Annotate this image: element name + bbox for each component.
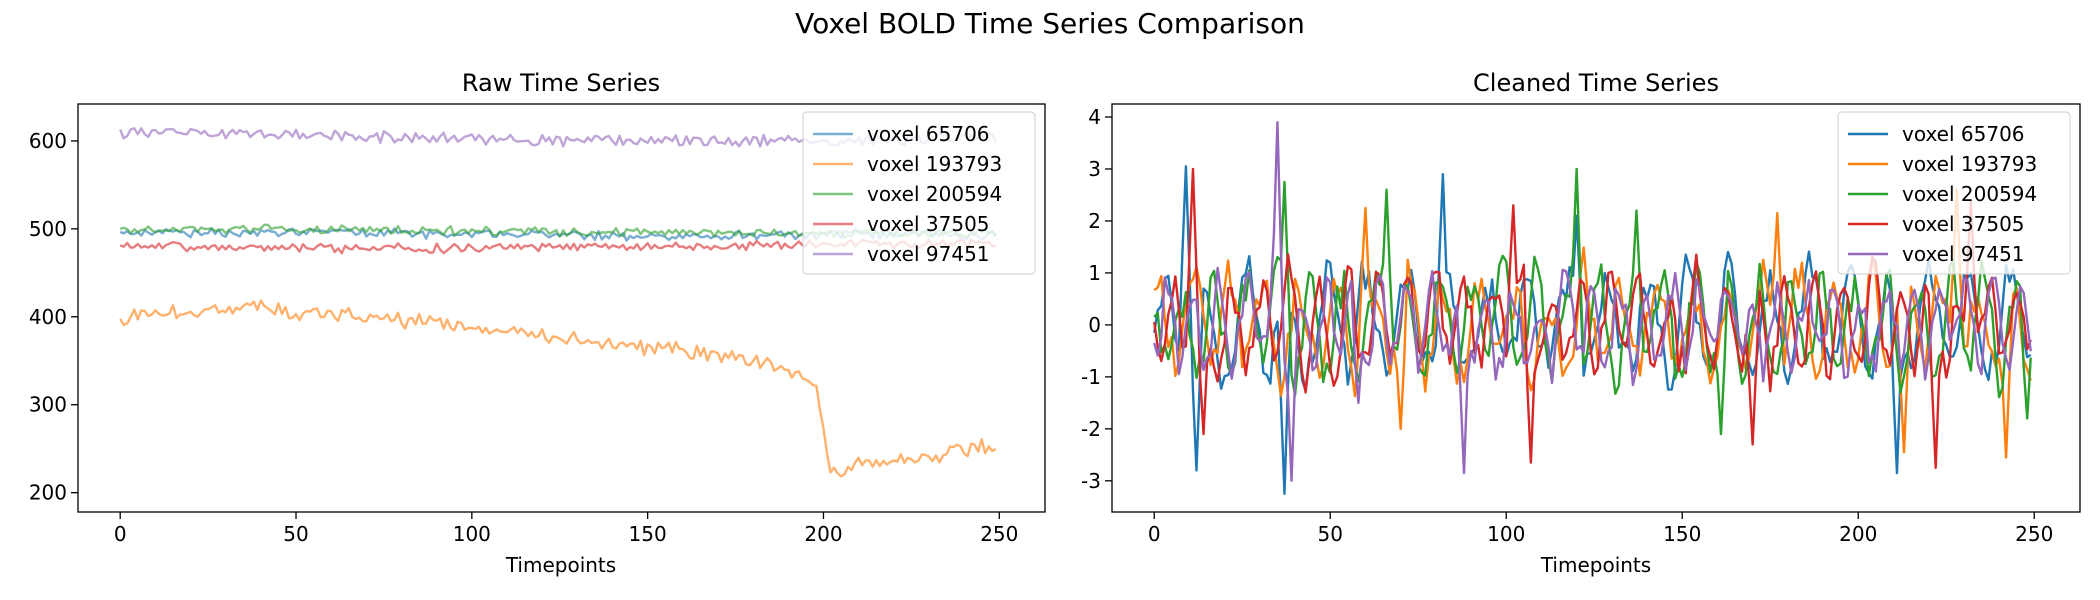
raw-x-tick-label: 250 — [980, 522, 1018, 546]
raw-legend-label: voxel 65706 — [867, 122, 990, 146]
raw-chart-title: Raw Time Series — [462, 69, 660, 97]
raw-axes: 0 50 100 150 200 250 200 300 400 500 600 — [29, 103, 1046, 546]
raw-legend-box — [802, 111, 1036, 275]
cleaned-legend-label: voxel 65706 — [1902, 122, 2025, 146]
raw-y-tick-label: 200 — [29, 481, 67, 505]
cleaned-y-tick-label: 2 — [1088, 209, 1101, 233]
cleaned-axes-frame — [1111, 103, 2081, 513]
cleaned-legend-label: voxel 97451 — [1902, 242, 2025, 266]
cleaned-axes: 0 50 100 150 200 250 -3 -2 -1 0 1 2 3 4 — [1081, 103, 2081, 546]
raw-legend: voxel 65706 voxel 193793 voxel 200594 voxel… — [802, 111, 1036, 275]
raw-x-tick-label: 200 — [804, 522, 842, 546]
cleaned-legend-label: voxel 200594 — [1902, 182, 2037, 206]
cleaned-y-tick-label: 4 — [1088, 105, 1101, 129]
cleaned-x-tick-label: 50 — [1318, 522, 1343, 546]
cleaned-y-tick-label: 1 — [1088, 261, 1101, 285]
cleaned-x-axis-label: Timepoints — [1540, 553, 1651, 577]
cleaned-x-tick-label: 100 — [1487, 522, 1525, 546]
cleaned-y-tick-label: 0 — [1088, 313, 1101, 337]
raw-x-tick-label: 100 — [453, 522, 491, 546]
raw-legend-label: voxel 97451 — [867, 242, 990, 266]
cleaned-legend-label: voxel 193793 — [1902, 152, 2037, 176]
raw-y-tick-label: 500 — [29, 217, 67, 241]
cleaned-x-tick-label: 200 — [1839, 522, 1877, 546]
raw-legend-label: voxel 37505 — [867, 212, 990, 236]
raw-x-tick-label: 150 — [629, 522, 667, 546]
raw-y-tick-label: 300 — [29, 393, 67, 417]
cleaned-x-tick-label: 150 — [1663, 522, 1701, 546]
raw-axes-frame — [77, 103, 1046, 513]
cleaned-series-line — [1153, 120, 2032, 483]
cleaned-plot-area — [1153, 120, 2032, 496]
raw-x-axis-label: Timepoints — [505, 553, 616, 577]
cleaned-series-line — [1153, 188, 2032, 459]
raw-x-tick-label: 50 — [283, 522, 308, 546]
cleaned-x-tick-label: 250 — [2015, 522, 2053, 546]
cleaned-legend-label: voxel 37505 — [1902, 212, 2025, 236]
cleaned-legend: voxel 65706 voxel 193793 voxel 200594 voxel… — [1837, 111, 2071, 275]
raw-legend-label: voxel 200594 — [867, 182, 1002, 206]
raw-y-tick-label: 600 — [29, 129, 67, 153]
cleaned-y-tick-label: -2 — [1081, 417, 1101, 441]
cleaned-y-tick-label: -1 — [1081, 365, 1101, 389]
cleaned-chart-title: Cleaned Time Series — [1473, 69, 1719, 97]
cleaned-y-tick-label: 3 — [1088, 157, 1101, 181]
raw-y-tick-label: 400 — [29, 305, 67, 329]
figure-suptitle: Voxel BOLD Time Series Comparison — [795, 7, 1305, 40]
cleaned-time-series-panel: Cleaned Time Series 0 50 100 150 200 250 -3 -2 -… — [1081, 69, 2081, 577]
cleaned-series-line — [1153, 167, 2032, 470]
cleaned-y-tick-label: -3 — [1081, 469, 1101, 493]
raw-time-series-panel: Raw Time Series 0 50 100 150 200 250 200 300 400… — [29, 69, 1046, 577]
raw-series-line — [119, 299, 997, 478]
cleaned-legend-box — [1837, 111, 2071, 275]
raw-legend-label: voxel 193793 — [867, 152, 1002, 176]
cleaned-x-tick-label: 0 — [1148, 522, 1161, 546]
raw-x-tick-label: 0 — [114, 522, 127, 546]
